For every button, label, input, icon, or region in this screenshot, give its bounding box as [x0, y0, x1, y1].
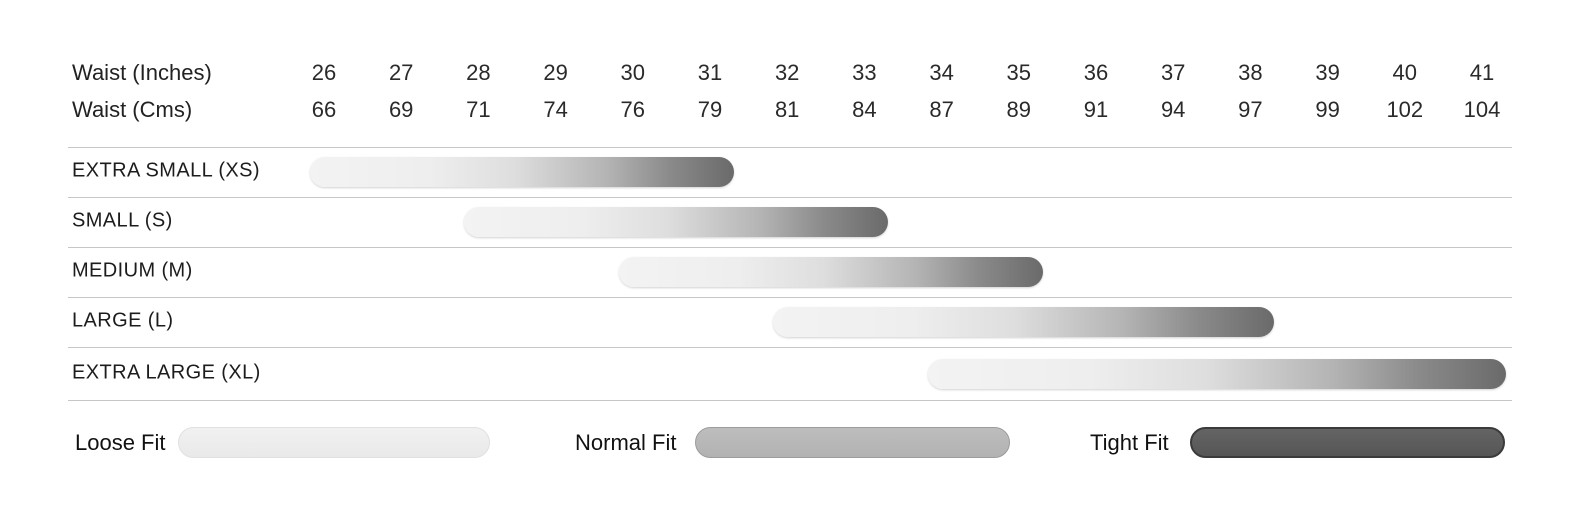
size-label: EXTRA LARGE (XL) — [72, 361, 261, 383]
waist-inches-value: 41 — [1469, 60, 1495, 85]
size-range-bar — [618, 257, 1043, 287]
size-range-bar — [927, 358, 1506, 389]
row-divider — [68, 247, 1512, 248]
size-range-bar — [773, 307, 1275, 337]
waist-inches-value: 39 — [1315, 60, 1340, 85]
waist-inches-value: 27 — [388, 60, 414, 85]
waist-inches-value: 37 — [1160, 60, 1186, 85]
size-label: LARGE (L) — [72, 309, 174, 332]
row-divider — [68, 400, 1512, 401]
waist-inches-value: 34 — [929, 60, 954, 85]
waist-cms-value: 97 — [1238, 97, 1263, 122]
waist-inches-value: 26 — [311, 60, 337, 85]
legend-swatch-loose-fit — [178, 427, 490, 458]
waist-cms-value: 84 — [852, 97, 877, 122]
size-label: EXTRA SMALL (XS) — [72, 159, 260, 182]
size-label: SMALL (S) — [72, 209, 173, 232]
waist-inches-value: 29 — [543, 60, 568, 85]
waist-cms-value: 104 — [1463, 97, 1501, 122]
size-label: MEDIUM (M) — [72, 259, 193, 282]
waist-cms-value: 81 — [774, 97, 800, 122]
waist-cms-axis-label: Waist (Cms) — [72, 97, 193, 122]
waist-inches-axis-label: Waist (Inches) — [72, 60, 212, 85]
waist-inches-value: 33 — [852, 60, 877, 85]
waist-inches-value: 32 — [774, 60, 800, 85]
waist-cms-value: 79 — [697, 97, 723, 122]
waist-cms-value: 87 — [929, 97, 954, 122]
size-range-bar — [310, 157, 734, 187]
waist-cms-value: 99 — [1315, 97, 1340, 122]
waist-inches-value: 36 — [1083, 60, 1109, 85]
row-divider — [68, 147, 1512, 148]
waist-cms-value: 66 — [311, 97, 337, 122]
waist-cms-value: 91 — [1083, 97, 1109, 122]
waist-cms-value: 74 — [543, 97, 568, 122]
waist-inches-value: 40 — [1392, 60, 1418, 85]
waist-cms-value: 102 — [1386, 97, 1424, 122]
waist-cms-value: 69 — [388, 97, 414, 122]
waist-inches-value: 35 — [1006, 60, 1032, 85]
size-range-bar — [464, 207, 889, 237]
legend-label-normal-fit: Normal Fit — [575, 430, 677, 455]
row-divider — [68, 197, 1512, 198]
waist-cms-value: 71 — [466, 97, 491, 122]
legend-label-tight-fit: Tight Fit — [1090, 430, 1169, 455]
waist-inches-value: 31 — [697, 60, 723, 85]
waist-inches-value: 30 — [620, 60, 646, 85]
waist-inches-value: 38 — [1238, 60, 1263, 85]
legend-label-loose-fit: Loose Fit — [75, 430, 166, 455]
waist-inches-value: 28 — [466, 60, 491, 85]
waist-cms-value: 76 — [620, 97, 646, 122]
legend-swatch-tight-fit — [1190, 427, 1505, 458]
row-divider — [68, 297, 1512, 298]
row-divider — [68, 347, 1512, 348]
waist-cms-value: 89 — [1006, 97, 1032, 122]
waist-cms-value: 94 — [1160, 97, 1186, 122]
legend-swatch-normal-fit — [695, 427, 1010, 458]
